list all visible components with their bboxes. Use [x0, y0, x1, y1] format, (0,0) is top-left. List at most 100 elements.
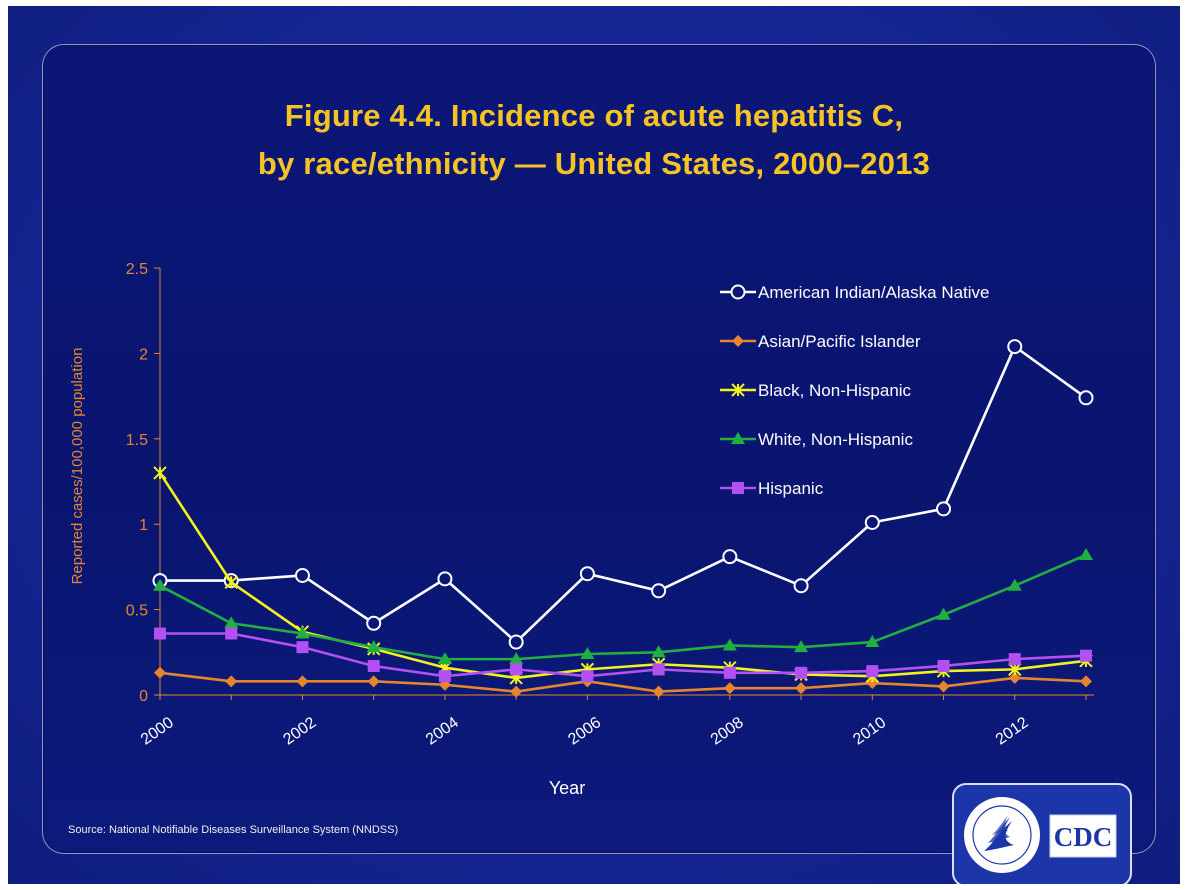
- series-line: [160, 632, 1087, 678]
- data-point: [795, 666, 808, 679]
- legend-item: Asian/Pacific Islander: [720, 332, 921, 351]
- data-point: [1080, 675, 1092, 688]
- data-point: [866, 665, 879, 678]
- x-tick-label: 2010: [850, 714, 889, 748]
- data-point: [1008, 653, 1021, 666]
- y-tick-label: 2.5: [126, 261, 148, 278]
- chart-title: Figure 4.4. Incidence of acute hepatitis…: [284, 98, 904, 133]
- chart-axes: [159, 268, 1094, 696]
- y-tick-label: 0: [139, 688, 148, 705]
- data-point: [652, 663, 665, 676]
- data-point: [1008, 662, 1022, 677]
- y-tick-label: 2: [139, 346, 148, 363]
- series-0: [152, 339, 1094, 650]
- slide-background: Figure 4.4. Incidence of acute hepatitis…: [8, 6, 1180, 884]
- series-3: [153, 547, 1093, 665]
- data-point: [795, 682, 808, 695]
- data-point: [1008, 671, 1021, 684]
- data-point: [296, 675, 309, 688]
- hhs-eagle-icon: [964, 797, 1040, 873]
- legend-item: White, Non-Hispanic: [720, 430, 913, 449]
- data-point: [722, 638, 737, 651]
- series-line: [159, 671, 1087, 693]
- y-tick-label: 1: [139, 517, 148, 534]
- x-tick-label: 2008: [708, 714, 747, 748]
- x-tick-label: 2000: [138, 714, 177, 748]
- data-point: [722, 549, 738, 565]
- data-point: [937, 680, 950, 693]
- source-note: Source: National Notifiable Diseases Sur…: [68, 824, 399, 836]
- series-line: [160, 345, 1087, 644]
- data-point: [153, 466, 167, 480]
- data-point: [510, 685, 523, 698]
- x-tick-label: 2006: [565, 714, 604, 748]
- data-point: [731, 432, 745, 444]
- data-point: [723, 682, 736, 695]
- x-tick-label: 2012: [993, 714, 1032, 748]
- series-4: [154, 627, 1092, 683]
- data-point: [865, 635, 880, 648]
- data-point: [730, 284, 746, 300]
- data-point: [366, 615, 382, 631]
- data-point: [580, 647, 595, 660]
- cdc-logo-text: CDC: [1054, 822, 1113, 852]
- data-point: [723, 666, 736, 679]
- legend-label: Asian/Pacific Islander: [758, 332, 921, 351]
- data-point: [224, 616, 239, 629]
- data-point: [154, 666, 166, 679]
- data-point: [651, 583, 667, 599]
- legend-item: Black, Non-Hispanic: [720, 381, 912, 400]
- legend-label: White, Non-Hispanic: [758, 430, 913, 449]
- data-point: [154, 627, 166, 640]
- data-point: [937, 659, 950, 672]
- chart-legend: American Indian/Alaska Native Asian/Pacif…: [720, 283, 990, 498]
- chart-subtitle: by race/ethnicity — United States, 2000–…: [257, 146, 931, 181]
- data-point: [153, 578, 167, 591]
- y-axis-ticks: 0 0.5 1 1.5 2 2.5: [126, 261, 160, 705]
- data-point: [651, 645, 666, 658]
- data-point: [793, 578, 809, 594]
- data-point: [732, 335, 744, 347]
- x-axis-label: Year: [549, 778, 585, 798]
- y-tick-label: 0.5: [126, 603, 148, 620]
- legend-label: Black, Non-Hispanic: [758, 381, 912, 400]
- legend-label: American Indian/Alaska Native: [758, 283, 990, 302]
- series-layer: [152, 339, 1094, 698]
- data-point: [731, 383, 745, 397]
- data-point: [367, 675, 380, 688]
- data-point: [437, 652, 452, 665]
- series-line: [159, 553, 1087, 661]
- legend-label: Hispanic: [758, 479, 824, 498]
- x-axis-ticks: 2000 2002 2004 2006 2008 2010 2012: [138, 695, 1087, 748]
- legend-item: American Indian/Alaska Native: [720, 283, 990, 302]
- series-1: [154, 666, 1092, 698]
- data-point: [579, 566, 595, 582]
- data-point: [1007, 578, 1022, 591]
- data-point: [437, 571, 453, 587]
- cdc-logo: CDC: [952, 783, 1132, 884]
- y-axis-label: Reported cases/100,000 population: [69, 348, 86, 585]
- data-point: [294, 567, 310, 583]
- data-point: [509, 652, 524, 665]
- line-chart: 0 0.5 1 1.5 2 2.5 2000 2002 2004 2006 2008 2010 201…: [69, 261, 1094, 798]
- data-point: [794, 640, 809, 653]
- data-point: [366, 640, 381, 653]
- data-point: [296, 641, 309, 654]
- data-point: [1007, 339, 1023, 355]
- data-point: [225, 675, 238, 688]
- data-point: [295, 626, 310, 639]
- data-point: [864, 514, 880, 530]
- y-tick-label: 1.5: [126, 432, 148, 449]
- data-point: [510, 663, 523, 676]
- data-point: [652, 685, 665, 698]
- data-point: [224, 575, 238, 589]
- x-tick-label: 2004: [423, 714, 462, 748]
- data-point: [1080, 649, 1092, 662]
- data-point: [1079, 547, 1093, 560]
- data-point: [936, 607, 951, 620]
- data-point: [438, 670, 451, 683]
- data-point: [367, 659, 380, 672]
- data-point: [1078, 390, 1094, 406]
- data-point: [225, 627, 238, 640]
- x-tick-label: 2002: [280, 714, 319, 748]
